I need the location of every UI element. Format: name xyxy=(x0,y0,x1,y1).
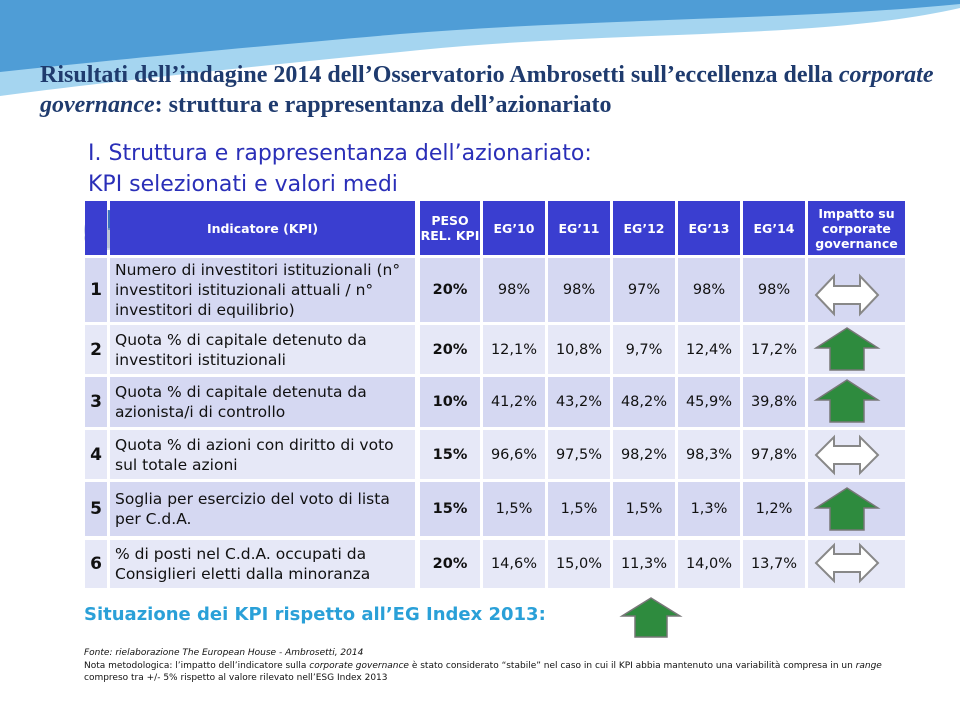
weight: 15% xyxy=(420,482,480,536)
arrow-up xyxy=(813,327,881,371)
value: 97% xyxy=(613,258,675,322)
heading-line: KPI selezionati e valori medi xyxy=(88,172,398,197)
value: 96,6% xyxy=(483,430,545,479)
header-cell: PESO REL. KPI xyxy=(420,201,480,255)
summary-arrow-up xyxy=(619,597,683,638)
row-number: 2 xyxy=(85,325,107,374)
arrow-up xyxy=(813,487,881,531)
indicator: Numero di investitori istituzionali (n° … xyxy=(110,258,415,322)
value: 1,5% xyxy=(483,482,545,536)
title-text: : struttura e rappresentanza dell’aziona… xyxy=(154,92,612,118)
row-number: 5 xyxy=(85,482,107,536)
arrow-stable xyxy=(814,434,880,476)
note-italic: range xyxy=(855,661,882,671)
value: 98% xyxy=(548,258,610,322)
value: 1,2% xyxy=(743,482,805,536)
arrow-up xyxy=(813,379,881,423)
slide-title: Risultati dell’indagine 2014 dell’Osserv… xyxy=(40,60,940,120)
heading-line: I. Struttura e rappresentanza dell’azion… xyxy=(88,141,592,166)
value: 97,5% xyxy=(548,430,610,479)
indicator: Quota % di capitale detenuta da azionist… xyxy=(110,377,415,427)
note-text: compreso tra +/- 5% rispetto al valore r… xyxy=(84,673,388,683)
value: 12,1% xyxy=(483,325,545,374)
arrow-stable xyxy=(814,273,880,317)
header-cell: Indicatore (KPI) xyxy=(110,201,415,255)
value: 43,2% xyxy=(548,377,610,427)
note-text: è stato considerato “stabile” nel caso i… xyxy=(408,661,856,671)
header-cell: EG’10 xyxy=(483,201,545,255)
value: 98% xyxy=(678,258,740,322)
weight: 20% xyxy=(420,540,480,588)
value: 15,0% xyxy=(548,540,610,588)
title-italic: corporate governance xyxy=(40,62,934,118)
source: Fonte: rielaborazione The European House… xyxy=(84,648,364,658)
indicator: Soglia per esercizio del voto di lista p… xyxy=(110,482,415,536)
indicator: Quota % di azioni con diritto di voto su… xyxy=(110,430,415,479)
section-heading: I. Struttura e rappresentanza dell’azion… xyxy=(88,138,592,200)
value: 39,8% xyxy=(743,377,805,427)
value: 1,5% xyxy=(613,482,675,536)
indicator: Quota % di capitale detenuto da investit… xyxy=(110,325,415,374)
arrow-stable xyxy=(814,542,880,584)
value: 45,9% xyxy=(678,377,740,427)
value: 11,3% xyxy=(613,540,675,588)
note-text: Nota metodologica: l’impatto dell’indica… xyxy=(84,661,310,671)
value: 9,7% xyxy=(613,325,675,374)
title-text: Risultati dell’indagine 2014 dell’Osserv… xyxy=(40,62,833,88)
value: 17,2% xyxy=(743,325,805,374)
value: 1,3% xyxy=(678,482,740,536)
weight: 20% xyxy=(420,258,480,322)
row-number: 3 xyxy=(85,377,107,427)
value: 98,2% xyxy=(613,430,675,479)
note-italic: corporate governance xyxy=(309,661,409,671)
value: 14,6% xyxy=(483,540,545,588)
value: 48,2% xyxy=(613,377,675,427)
header-cell: Impatto su corporate governance xyxy=(808,201,905,255)
row-number: 6 xyxy=(85,540,107,588)
wave-decoration xyxy=(0,0,960,96)
weight: 10% xyxy=(420,377,480,427)
weight: 20% xyxy=(420,325,480,374)
header-cell xyxy=(85,201,107,255)
summary-label: Situazione dei KPI rispetto all’EG Index… xyxy=(84,604,546,625)
weight: 15% xyxy=(420,430,480,479)
row-number: 4 xyxy=(85,430,107,479)
header-cell: EG’12 xyxy=(613,201,675,255)
header-cell: EG’13 xyxy=(678,201,740,255)
row-number: 1 xyxy=(85,258,107,322)
header-cell: EG’11 xyxy=(548,201,610,255)
value: 12,4% xyxy=(678,325,740,374)
value: 98% xyxy=(743,258,805,322)
value: 97,8% xyxy=(743,430,805,479)
value: 14,0% xyxy=(678,540,740,588)
header-cell: EG’14 xyxy=(743,201,805,255)
value: 41,2% xyxy=(483,377,545,427)
value: 13,7% xyxy=(743,540,805,588)
value: 1,5% xyxy=(548,482,610,536)
value: 98% xyxy=(483,258,545,322)
value: 10,8% xyxy=(548,325,610,374)
indicator: % di posti nel C.d.A. occupati da Consig… xyxy=(110,540,415,588)
note: Nota metodologica: l’impatto dell’indica… xyxy=(84,660,884,684)
value: 98,3% xyxy=(678,430,740,479)
